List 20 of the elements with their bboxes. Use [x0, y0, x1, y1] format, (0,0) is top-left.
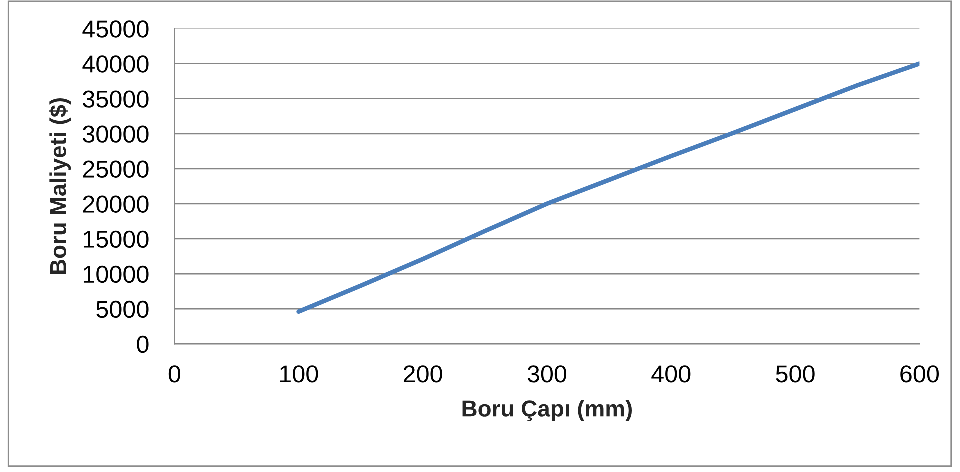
- x-tick-label: 300: [528, 366, 567, 383]
- x-tick-label: 600: [900, 366, 940, 383]
- x-tick-label: 100: [280, 366, 318, 383]
- y-tick-label: 30000: [83, 126, 149, 143]
- y-tick-label: 25000: [83, 160, 149, 178]
- y-axis-title: Boru Maliyeti ($): [49, 98, 72, 274]
- y-tick-label: 40000: [82, 56, 149, 73]
- y-tick-label: 15000: [84, 230, 149, 248]
- line-series: [296, 62, 920, 314]
- x-tick-label: 400: [652, 366, 691, 383]
- y-tick-label: 5000: [96, 300, 149, 318]
- y-tick-label: 35000: [83, 90, 149, 108]
- y-tick-label: 10000: [84, 266, 149, 284]
- x-axis-title: Boru Çapı (mm): [462, 400, 632, 422]
- x-tick-label: 500: [776, 366, 815, 383]
- x-tick-label: 0: [168, 366, 181, 383]
- y-tick-label: 0: [137, 336, 149, 354]
- x-tick-label: 200: [404, 366, 442, 383]
- y-tick-label: 45000: [82, 20, 149, 38]
- y-tick-label: 20000: [83, 196, 149, 214]
